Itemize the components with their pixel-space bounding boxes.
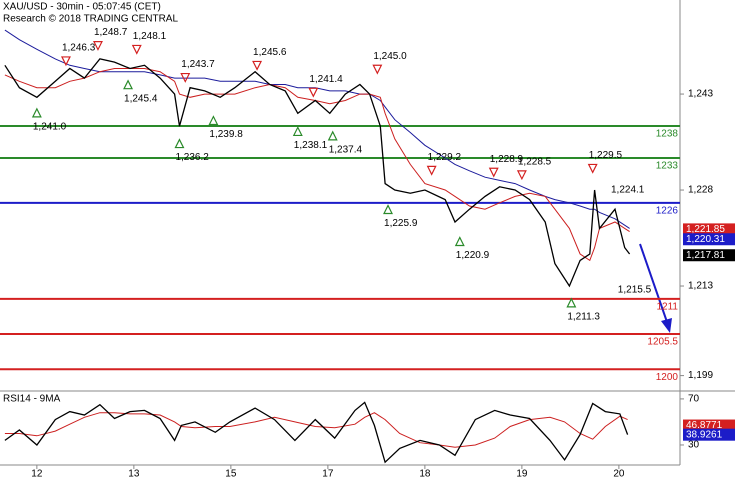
price-annotation: 1,243.7: [181, 59, 215, 70]
level-label: 1205.5: [647, 337, 678, 348]
price-tag-label: 46.8771: [686, 420, 723, 431]
high-marker: [60, 56, 71, 67]
y-tick-label: 70: [688, 394, 700, 405]
price-annotation: 1,245.4: [124, 93, 158, 104]
high-marker: [372, 64, 383, 75]
x-tick-label: 17: [322, 469, 334, 480]
x-tick-label: 13: [128, 469, 140, 480]
high-marker: [426, 165, 437, 176]
price-annotation: 1,241.4: [309, 74, 343, 85]
price-annotation: 1,237.4: [329, 145, 363, 156]
high-marker: [516, 170, 527, 181]
low-marker: [174, 138, 185, 149]
x-tick-label: 19: [516, 469, 528, 480]
series-line: [4, 68, 630, 262]
low-marker: [566, 297, 577, 308]
chart-title: XAU/USD - 30min - 05:07:45 (CET): [3, 2, 161, 13]
series-line: [4, 29, 630, 229]
level-label: 1226: [656, 205, 679, 216]
level-label: 1238: [656, 129, 679, 140]
price-annotation: 1,225.9: [384, 218, 418, 229]
price-annotation: 1,228.5: [518, 156, 552, 167]
level-label: 1211: [656, 301, 678, 312]
series-line: [4, 401, 629, 464]
price-annotation: 1,229.2: [428, 152, 462, 163]
high-marker: [131, 44, 142, 55]
y-tick-label: 1,213: [688, 281, 713, 292]
level-label: 1200: [656, 372, 679, 383]
low-marker: [383, 204, 393, 215]
price-annotation: 1,229.5: [589, 150, 623, 161]
high-marker: [93, 40, 103, 51]
level-label: 1233: [656, 161, 679, 172]
price-annotation: 1,238.1: [294, 140, 328, 151]
x-tick-label: 18: [419, 469, 431, 480]
price-annotation: 1,215.5: [618, 285, 652, 296]
price-annotation: 1,220.9: [456, 250, 490, 261]
price-tag-label: 1,220.31: [686, 234, 725, 245]
price-annotation: 1,228.9: [490, 154, 524, 165]
rsi-title: RSI14 - 9MA: [3, 394, 61, 405]
y-tick-label: 1,243: [688, 89, 713, 100]
x-tick-label: 15: [225, 469, 237, 480]
arrow-head: [661, 318, 672, 333]
price-tag: [683, 428, 735, 441]
price-tag-label: 1,217.81: [686, 250, 725, 261]
price-annotation: 1,239.8: [209, 129, 243, 140]
series-line: [4, 58, 631, 288]
price-annotation: 1,245.0: [373, 51, 407, 62]
price-tag: [683, 249, 735, 262]
series-line: [4, 412, 628, 448]
price-annotation: 1,236.2: [175, 152, 209, 163]
price-annotation: 1,241.0: [33, 121, 67, 132]
y-tick-label: 30: [688, 440, 700, 451]
price-annotation: 1,224.1: [611, 185, 645, 196]
high-marker: [587, 163, 598, 174]
y-tick-label: 1,199: [688, 370, 713, 381]
high-marker: [488, 167, 499, 178]
low-marker: [327, 130, 338, 141]
arrow-shaft: [639, 243, 668, 323]
price-tag-label: 1,221.85: [686, 224, 725, 235]
chart-subtitle: Research © 2018 TRADING CENTRAL: [3, 14, 178, 25]
low-marker: [31, 107, 42, 118]
forecast-arrow: [639, 243, 672, 333]
low-marker: [454, 236, 465, 247]
high-marker: [252, 60, 263, 71]
low-marker: [123, 79, 134, 90]
price-tag: [683, 419, 735, 432]
x-tick-label: 12: [31, 469, 43, 480]
low-marker: [208, 115, 219, 126]
x-tick-label: 20: [613, 469, 625, 480]
price-annotation: 1,248.1: [133, 31, 167, 42]
price-tag-label: 38.9261: [686, 429, 723, 440]
high-marker: [308, 87, 319, 98]
price-tag: [683, 223, 735, 236]
y-tick-label: 1,228: [688, 185, 713, 196]
price-tag: [683, 233, 735, 246]
price-annotation: 1,211.3: [567, 312, 600, 323]
price-annotation: 1,248.7: [94, 27, 128, 38]
price-annotation: 1,246.3: [62, 43, 96, 54]
price-annotation: 1,245.6: [253, 47, 287, 58]
high-marker: [180, 72, 191, 83]
low-marker: [292, 126, 303, 137]
